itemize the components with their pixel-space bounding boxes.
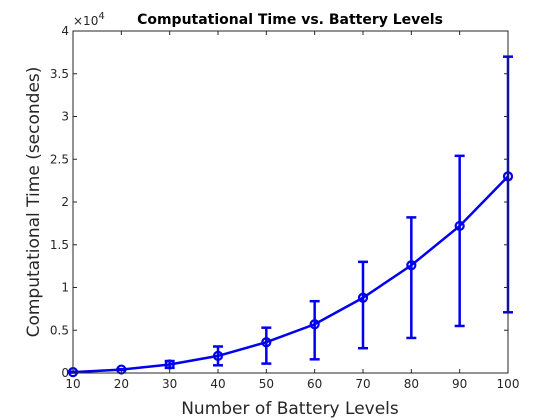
x-tick-label-4: 50 bbox=[259, 377, 274, 391]
y-multiplier-base: ×10 bbox=[73, 14, 98, 28]
y-multiplier-exponent: 4 bbox=[98, 11, 104, 22]
y-tick-label-5: 2.5 bbox=[50, 152, 69, 166]
x-axis-label: Number of Battery Levels bbox=[181, 399, 399, 419]
x-tick-label-7: 80 bbox=[404, 377, 419, 391]
y-tick-label-2: 1 bbox=[61, 281, 69, 295]
x-tick-label-3: 40 bbox=[210, 377, 225, 391]
y-tick-label-3: 1.5 bbox=[50, 238, 69, 252]
y-axis-multiplier: ×104 bbox=[73, 11, 105, 28]
x-tick-label-2: 30 bbox=[162, 377, 177, 391]
chart-title: Computational Time vs. Battery Levels bbox=[137, 12, 443, 28]
x-tick-label-8: 90 bbox=[452, 377, 467, 391]
x-tick-label-6: 70 bbox=[355, 377, 370, 391]
x-tick-label-1: 20 bbox=[114, 377, 129, 391]
y-tick-label-4: 2 bbox=[61, 195, 69, 209]
y-tick-label-8: 4 bbox=[61, 24, 69, 38]
y-tick-label-1: 0.5 bbox=[50, 323, 69, 337]
x-tick-label-5: 60 bbox=[307, 377, 322, 391]
x-tick-label-9: 100 bbox=[497, 377, 520, 391]
y-tick-label-0: 0 bbox=[61, 366, 69, 380]
y-axis-label: Computational Time (secondes) bbox=[24, 67, 44, 338]
y-tick-label-6: 3 bbox=[61, 110, 69, 124]
plot-background bbox=[73, 31, 508, 373]
y-tick-label-7: 3.5 bbox=[50, 67, 69, 81]
